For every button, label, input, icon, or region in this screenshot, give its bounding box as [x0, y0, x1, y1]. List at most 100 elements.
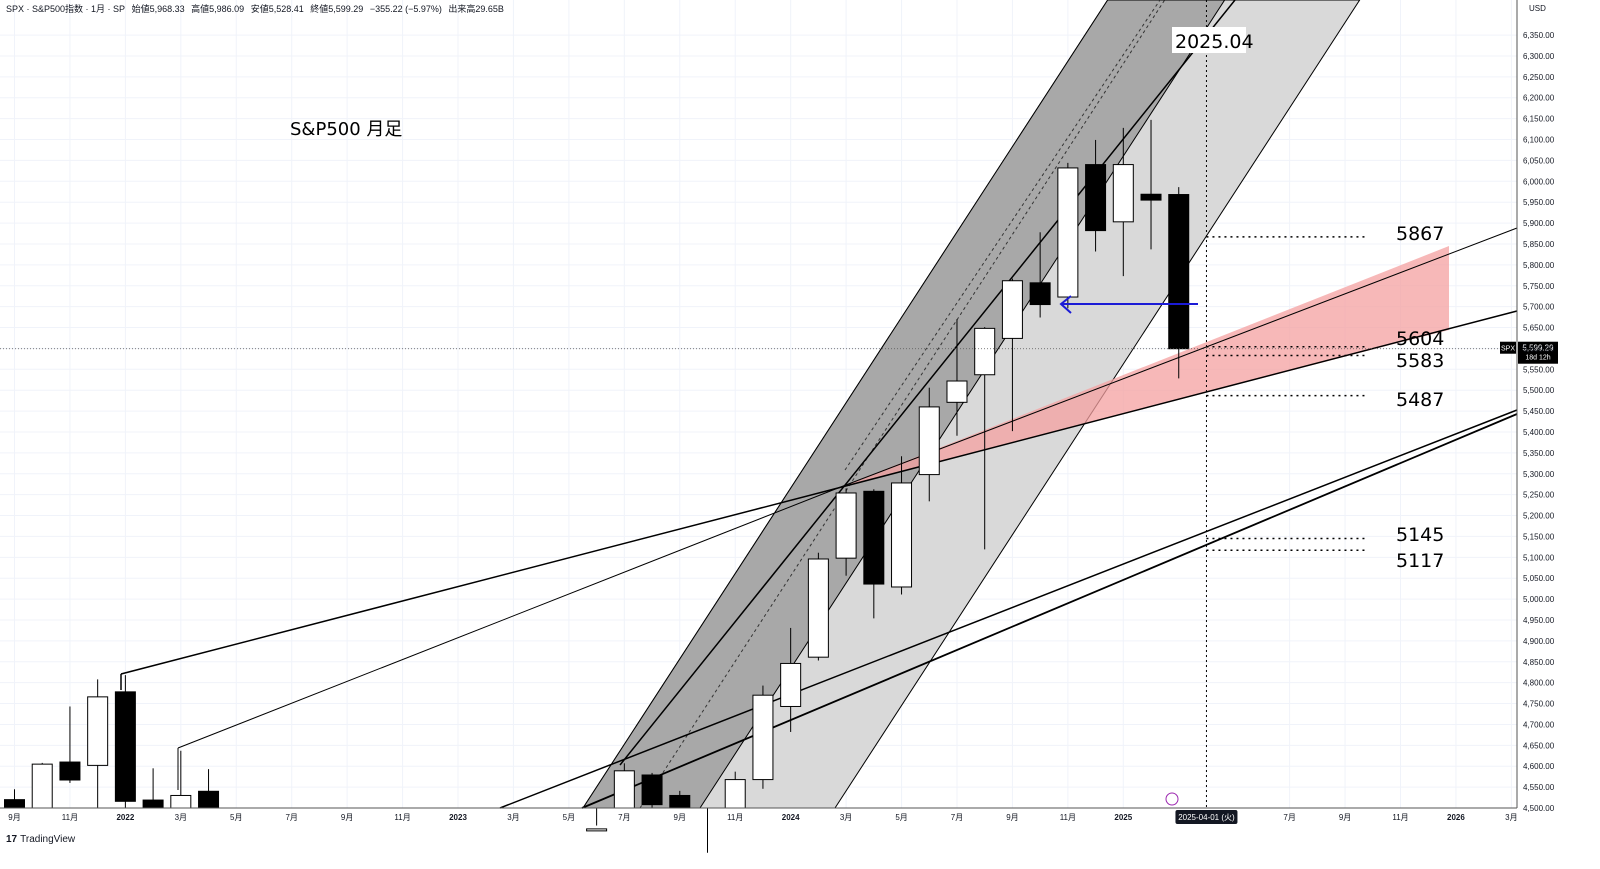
- candle-up: [170, 794, 192, 809]
- time-tick-label: 5月: [230, 813, 242, 822]
- price-tick-label: 6,000.00: [1523, 177, 1555, 186]
- level-label: 5145: [1396, 524, 1444, 546]
- candle-up: [1001, 280, 1023, 339]
- time-tick-label: 2025: [1114, 813, 1132, 822]
- price-tick-label: 4,700.00: [1523, 720, 1555, 729]
- price-tick-label: 4,850.00: [1523, 658, 1555, 667]
- time-tick-label: 11月: [1060, 813, 1076, 822]
- brand-text: TradingView: [20, 834, 76, 845]
- price-tick-label: 4,950.00: [1523, 616, 1555, 625]
- time-tick-label: 11月: [1392, 813, 1408, 822]
- candle-down: [863, 490, 885, 585]
- candle-down: [142, 799, 164, 809]
- level-label: 5117: [1396, 550, 1444, 572]
- last-price-tag: [1518, 341, 1558, 364]
- ohlc-open: 始値5,968.33: [131, 4, 185, 14]
- level-label: 5867: [1396, 223, 1444, 245]
- level-label: 5604: [1396, 328, 1444, 350]
- time-tick-label: 11月: [394, 813, 410, 822]
- price-tick-label: 5,950.00: [1523, 198, 1555, 207]
- ohlc-high: 高値5,986.09: [191, 4, 245, 14]
- price-tick-label: 4,600.00: [1523, 762, 1555, 771]
- time-tick-label: 3月: [507, 813, 519, 822]
- price-tick-label: 4,550.00: [1523, 783, 1555, 792]
- candle-up: [31, 763, 53, 809]
- price-tick-label: 6,350.00: [1523, 31, 1555, 40]
- tradingview-logo[interactable]: 17 TradingView: [6, 834, 75, 845]
- time-tick-label: 7月: [1283, 813, 1295, 822]
- time-tick-label: 2022: [116, 813, 134, 822]
- candle-up: [1057, 167, 1079, 298]
- time-tick-label: 7月: [285, 813, 297, 822]
- trendlines: [120, 0, 1518, 809]
- time-axis: 9月 11月 2022 3月 5月 7月 9月 11月 2023 3月 5月 7月 9月 11月 2024 3…: [0, 807, 1518, 824]
- price-tick-label: 5,200.00: [1523, 512, 1555, 521]
- ohlc-change: −355.22 (−5.97%): [369, 4, 442, 14]
- price-tick-label: 6,250.00: [1523, 73, 1555, 82]
- price-tick-label: 6,050.00: [1523, 156, 1555, 165]
- price-tick-label: 5,900.00: [1523, 219, 1555, 228]
- trendline-upper-fan: [837, 227, 1518, 489]
- last-price-value: 5,599.29: [1522, 344, 1554, 353]
- ohlc-low: 安値5,528.41: [250, 4, 304, 14]
- time-tick-label: 2023: [449, 813, 467, 822]
- date-label: 2025.04: [1175, 31, 1254, 53]
- time-tick-label: 3月: [175, 813, 187, 822]
- volume-value: 出来高29.65B: [448, 4, 504, 14]
- price-tick-label: 5,150.00: [1523, 532, 1555, 541]
- blue-arrow-head: [1059, 295, 1072, 314]
- price-tick-label: 4,750.00: [1523, 700, 1555, 709]
- price-tick-label: 6,150.00: [1523, 115, 1555, 124]
- channel-mid-dashed: [639, 0, 1166, 809]
- price-tick-label: 4,800.00: [1523, 679, 1555, 688]
- candle-down: [1029, 282, 1051, 306]
- currency-label[interactable]: USD: [1529, 4, 1546, 13]
- candle-up: [586, 828, 608, 832]
- price-tick-label: 5,550.00: [1523, 365, 1555, 374]
- symbol-header: SPX · S&P500指数 · 1月 · SP 始値5,968.33 高値5,…: [6, 2, 508, 15]
- time-tick-label: 9月: [341, 813, 353, 822]
- symbol-title[interactable]: SPX · S&P500指数 · 1月 · SP: [6, 4, 126, 14]
- price-tick-label: 5,250.00: [1523, 491, 1555, 500]
- time-tick-label: 3月: [840, 813, 852, 822]
- price-tick-label: 4,900.00: [1523, 637, 1555, 646]
- channel-top-line: [619, 0, 1236, 766]
- channel-zones: [582, 0, 1449, 809]
- candle-up: [780, 662, 802, 707]
- price-tick-label: 6,300.00: [1523, 52, 1555, 61]
- price-axis: 4,500.00 4,550.00 4,600.00 4,650.00 4,700.00…: [1516, 0, 1555, 813]
- time-tick-label: 5月: [563, 813, 575, 822]
- price-tick-label: 6,100.00: [1523, 136, 1555, 145]
- price-tick-label: 5,700.00: [1523, 303, 1555, 312]
- candle-down: [641, 774, 663, 806]
- trendline-lower-fan: [837, 310, 1518, 489]
- time-cursor-label: 2025-04-01 (火): [1178, 813, 1235, 822]
- pink-resistance-zone: [838, 246, 1449, 488]
- price-tick-label: 5,400.00: [1523, 428, 1555, 437]
- symbol-tag-label: SPX: [1501, 346, 1515, 353]
- candle-up: [807, 558, 829, 658]
- time-tick-label: 9月: [8, 813, 20, 822]
- symbol-tag: [1500, 341, 1516, 354]
- price-tick-label: 4,650.00: [1523, 741, 1555, 750]
- price-tick-label: 5,500.00: [1523, 386, 1555, 395]
- candle-up: [613, 770, 635, 809]
- price-tick-label: 5,300.00: [1523, 470, 1555, 479]
- price-tick-label: 6,200.00: [1523, 94, 1555, 103]
- event-icon: [1165, 792, 1179, 806]
- level-label: 5487: [1396, 389, 1444, 411]
- long-trendline-1: [499, 409, 1518, 809]
- time-tick-label: 11月: [62, 813, 78, 822]
- price-levels: SPX 5,599.29 18d 12h: [0, 0, 1558, 808]
- candle-up: [946, 380, 968, 403]
- price-tick-label: 5,100.00: [1523, 553, 1555, 562]
- price-tick-label: 4,500.00: [1523, 804, 1555, 813]
- price-tick-label: 5,450.00: [1523, 407, 1555, 416]
- time-tick-label: 9月: [1006, 813, 1018, 822]
- tradingview-icon: 17: [6, 834, 18, 845]
- time-tick-label: 11月: [727, 813, 743, 822]
- price-tick-label: 5,750.00: [1523, 282, 1555, 291]
- time-tick-label: 7月: [618, 813, 630, 822]
